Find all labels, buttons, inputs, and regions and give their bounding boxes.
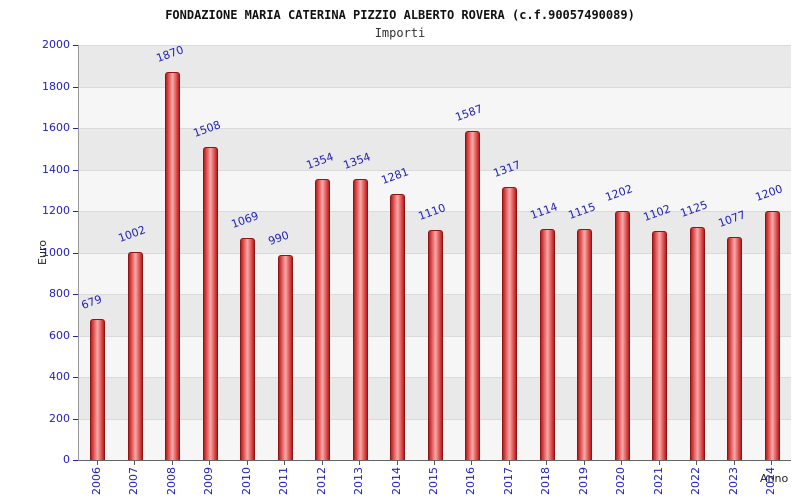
x-tick-label: 2008 [164,467,178,495]
bar [464,130,480,460]
grid-band [79,128,791,170]
x-tick-label: 2007 [127,467,141,495]
y-tick-label: 1600 [42,121,70,134]
x-tick-mark [508,461,510,465]
bar [427,229,443,460]
x-tick-mark [733,461,735,465]
y-tick-mark [73,335,78,337]
x-tick-mark [246,461,248,465]
y-tick-label: 800 [49,287,70,300]
x-tick-mark [96,461,98,465]
x-tick-label: 2009 [202,467,216,495]
y-tick-mark [73,86,78,88]
bar [390,194,406,460]
gridline [79,211,791,212]
bar [764,211,780,460]
x-tick-label: 2019 [576,467,590,495]
y-tick-label: 200 [49,411,70,425]
bar [127,252,143,460]
x-tick-mark [396,461,398,465]
bar [202,147,218,460]
gridline [79,169,791,171]
x-tick-mark [583,461,585,465]
bar [277,254,293,460]
y-tick-mark [73,294,78,295]
x-tick-label: 2022 [689,467,703,495]
x-tick-label: 2024 [764,467,778,495]
x-tick-mark [546,461,548,465]
bar [539,228,555,460]
x-tick-label: 2015 [427,467,440,495]
y-tick-label: 1200 [42,204,70,217]
y-tick-mark [73,418,78,420]
bar [502,186,518,460]
x-tick-label: 2011 [277,467,291,495]
bar [652,231,668,460]
bar [689,226,705,460]
x-tick-mark [359,461,361,465]
x-tick-mark [658,461,660,465]
x-tick-mark [696,461,698,465]
x-tick-label: 2021 [651,467,665,495]
x-tick-mark [471,461,473,465]
y-tick-mark [73,128,78,129]
x-tick-mark [171,461,173,465]
x-tick-label: 2006 [89,467,103,495]
gridline [79,86,791,88]
y-tick-mark [73,377,78,378]
x-tick-label: 2012 [314,467,328,495]
y-tick-label: 1400 [42,162,70,176]
chart-subtitle: Importi [374,26,426,40]
gridline [79,45,791,46]
y-tick-mark [73,169,78,171]
y-tick-label: 400 [49,370,70,383]
x-tick-label: 2010 [239,467,253,495]
x-tick-label: 2018 [539,467,553,495]
grid-band [79,45,791,87]
y-tick-label: 1000 [42,245,70,259]
x-tick-label: 2016 [464,467,478,495]
y-tick-mark [73,252,78,254]
x-axis-label: Anno [760,472,789,485]
y-tick-label: 600 [49,328,70,342]
bar [352,179,368,460]
x-tick-mark [134,461,136,465]
x-tick-mark [284,461,286,465]
x-tick-label: 2023 [726,467,740,495]
x-tick-mark [434,461,435,465]
bar [315,179,331,460]
bar [90,319,106,460]
x-tick-label: 2020 [614,467,628,495]
bar [727,236,743,460]
bar [165,71,181,460]
x-tick-label: 2013 [352,467,366,495]
x-tick-mark [621,461,623,465]
bar [614,210,630,460]
x-tick-label: 2017 [501,467,515,495]
x-tick-mark [771,461,773,465]
y-tick-label: 1800 [42,79,70,93]
x-tick-label: 2014 [389,467,403,495]
y-tick-label: 0 [63,453,70,466]
bar [577,228,593,460]
plot-area [78,45,791,461]
y-tick-label: 2000 [42,38,70,51]
y-tick-mark [73,45,78,46]
y-tick-mark [73,211,78,212]
gridline [79,128,791,129]
y-tick-mark [73,460,78,461]
x-tick-mark [321,461,323,465]
chart-title: FONDAZIONE MARIA CATERINA PIZZIO ALBERTO… [165,8,635,22]
x-tick-mark [209,461,211,465]
bar [240,238,256,460]
